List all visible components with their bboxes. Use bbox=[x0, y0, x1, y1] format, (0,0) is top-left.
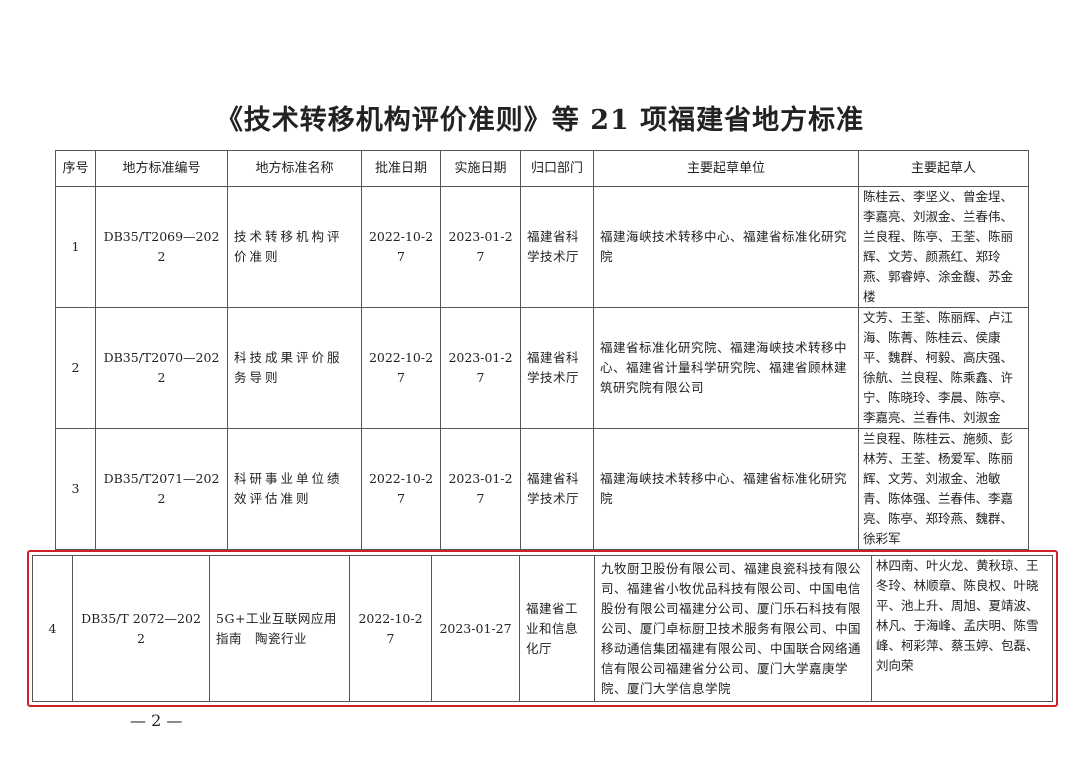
row-units: 福建海峡技术转移中心、福建省标准化研究院 bbox=[593, 428, 859, 550]
header-cell: 实施日期 bbox=[440, 150, 521, 187]
standards-table: 序号 地方标准编号 地方标准名称 批准日期 实施日期 归口部门 主要起草单位 主… bbox=[55, 150, 1029, 550]
row-name: 技术转移机构评价准则 bbox=[227, 186, 362, 308]
row-drafters: 兰良程、陈桂云、施频、彭林芳、王荃、杨爱军、陈丽辉、文芳、刘淑金、池敏青、陈体强… bbox=[858, 428, 1029, 550]
header-cell: 主要起草人 bbox=[858, 150, 1029, 187]
header-cell: 主要起草单位 bbox=[593, 150, 859, 187]
row-code: DB35/T2069—2022 bbox=[95, 186, 228, 308]
row-drafters: 林四南、叶火龙、黄秋琼、王冬玲、林顺章、陈良权、叶晓平、池上升、周旭、夏靖波、林… bbox=[871, 555, 1053, 702]
row-effective: 2023-01-27 bbox=[431, 555, 520, 702]
row-name: 科技成果评价服务导则 bbox=[227, 307, 362, 429]
row-drafters: 文芳、王荃、陈丽辉、卢江海、陈菁、陈桂云、侯康平、魏群、柯毅、高庆强、徐航、兰良… bbox=[858, 307, 1029, 429]
row-no: 2 bbox=[55, 307, 96, 429]
row-effective: 2023-01-27 bbox=[440, 428, 521, 550]
table-row: 3 DB35/T2071—2022 科研事业单位绩效评估准则 2022-10-2… bbox=[55, 428, 1029, 550]
document-title: 《技术转移机构评价准则》等 21 项福建省地方标准 bbox=[215, 105, 865, 136]
row-effective: 2023-01-27 bbox=[440, 307, 521, 429]
row-units: 福建海峡技术转移中心、福建省标准化研究院 bbox=[593, 186, 859, 308]
row-units: 福建省标准化研究院、福建海峡技术转移中心、福建省计量科学研究院、福建省顾林建筑研… bbox=[593, 307, 859, 429]
header-cell: 地方标准编号 bbox=[95, 150, 228, 187]
row-approved: 2022-10-27 bbox=[361, 428, 441, 550]
row-no: 4 bbox=[32, 555, 73, 702]
row-no: 3 bbox=[55, 428, 96, 550]
table-row: 4 DB35/T 2072—2022 5G+工业互联网应用指南 陶瓷行业 202… bbox=[32, 555, 1053, 702]
row-dept: 福建省科学技术厅 bbox=[520, 186, 594, 308]
row-dept: 福建省工业和信息化厅 bbox=[519, 555, 595, 702]
row-drafters: 陈桂云、李坚义、曾金埕、李嘉亮、刘淑金、兰春伟、兰良程、陈亭、王荃、陈丽辉、文芳… bbox=[858, 186, 1029, 308]
header-cell: 归口部门 bbox=[520, 150, 594, 187]
row-dept: 福建省科学技术厅 bbox=[520, 307, 594, 429]
row-code: DB35/T 2072—2022 bbox=[72, 555, 210, 702]
row-effective: 2023-01-27 bbox=[440, 186, 521, 308]
highlight-box: 4 DB35/T 2072—2022 5G+工业互联网应用指南 陶瓷行业 202… bbox=[27, 550, 1058, 707]
row-name: 5G+工业互联网应用指南 陶瓷行业 bbox=[209, 555, 350, 702]
row-approved: 2022-10-27 bbox=[361, 307, 441, 429]
header-cell: 批准日期 bbox=[361, 150, 441, 187]
table-row: 2 DB35/T2070—2022 科技成果评价服务导则 2022-10-27 … bbox=[55, 307, 1029, 429]
row-approved: 2022-10-27 bbox=[349, 555, 432, 702]
highlighted-standard-table: 4 DB35/T 2072—2022 5G+工业互联网应用指南 陶瓷行业 202… bbox=[32, 555, 1053, 702]
header-cell: 地方标准名称 bbox=[227, 150, 362, 187]
row-approved: 2022-10-27 bbox=[361, 186, 441, 308]
row-code: DB35/T2070—2022 bbox=[95, 307, 228, 429]
page-number: — 2 — bbox=[130, 711, 183, 730]
document-body: 序号 地方标准编号 地方标准名称 批准日期 实施日期 归口部门 主要起草单位 主… bbox=[0, 150, 1080, 731]
row-dept: 福建省科学技术厅 bbox=[520, 428, 594, 550]
header-cell: 序号 bbox=[55, 150, 96, 187]
table-header: 序号 地方标准编号 地方标准名称 批准日期 实施日期 归口部门 主要起草单位 主… bbox=[55, 150, 1029, 187]
row-name: 科研事业单位绩效评估准则 bbox=[227, 428, 362, 550]
table-row: 1 DB35/T2069—2022 技术转移机构评价准则 2022-10-27 … bbox=[55, 186, 1029, 308]
row-units: 九牧厨卫股份有限公司、福建良瓷科技有限公司、福建省小牧优品科技有限公司、中国电信… bbox=[594, 555, 872, 702]
row-code: DB35/T2071—2022 bbox=[95, 428, 228, 550]
row-no: 1 bbox=[55, 186, 96, 308]
